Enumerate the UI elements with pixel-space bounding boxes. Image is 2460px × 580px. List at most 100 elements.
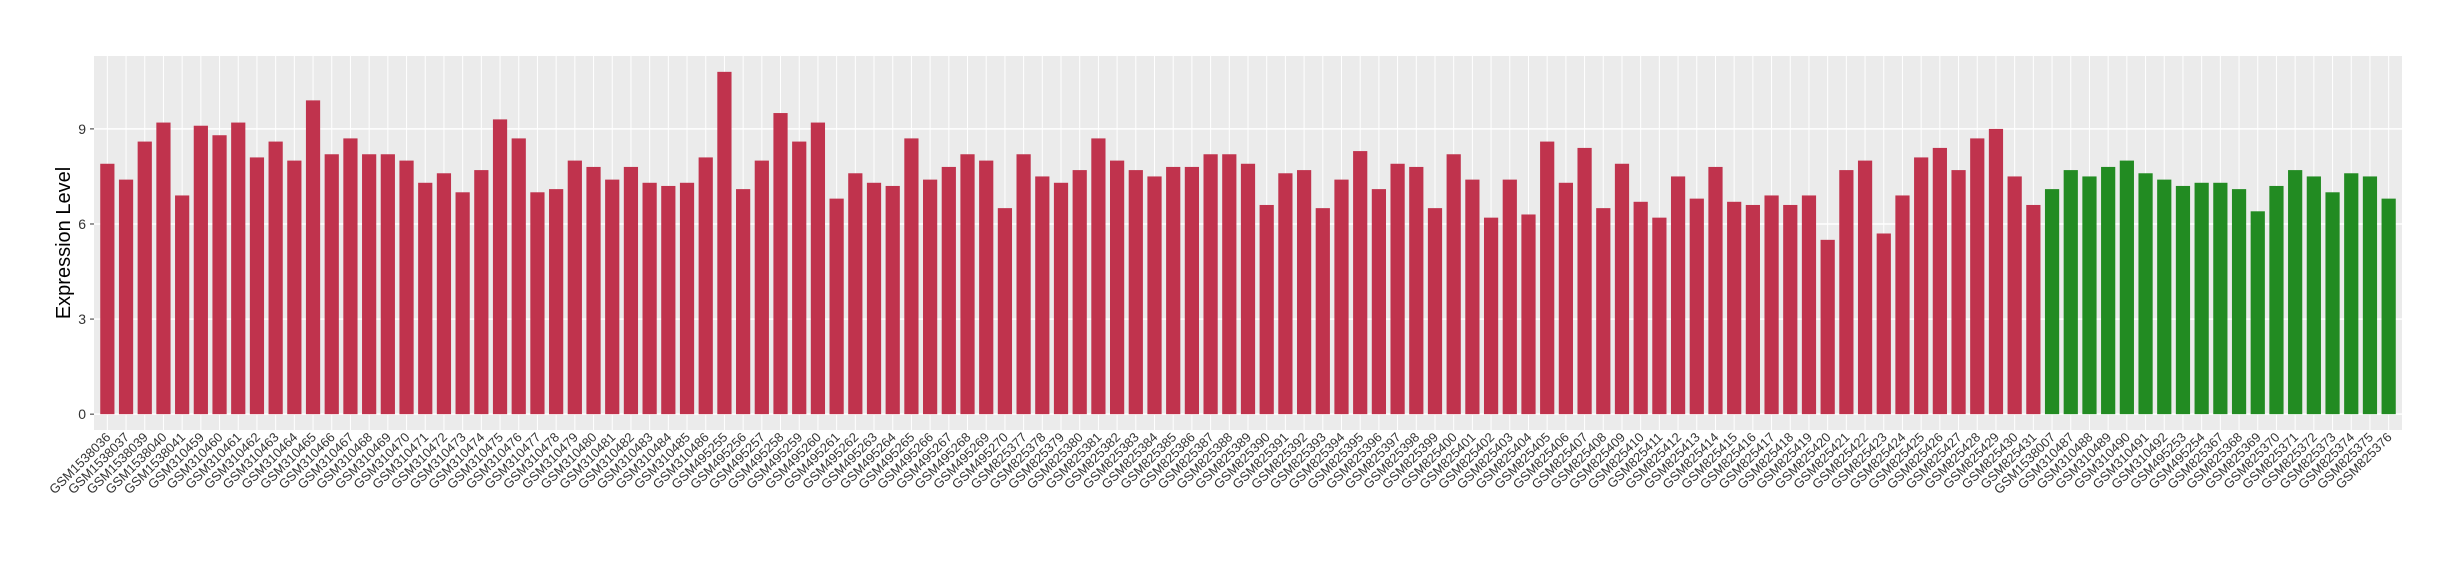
bar [1147, 176, 1162, 415]
bar [1128, 170, 1143, 415]
bar [810, 122, 826, 415]
bar [2250, 211, 2265, 415]
bar [1166, 166, 1181, 415]
bar [661, 185, 676, 415]
bar [2269, 185, 2284, 415]
bar [100, 163, 115, 415]
bar [1876, 233, 1891, 415]
bar [1820, 239, 1835, 415]
bar [1035, 176, 1050, 415]
bar [1689, 198, 1704, 415]
bar [717, 71, 732, 415]
bar [1222, 154, 1237, 415]
bar [848, 173, 863, 415]
bar [1502, 179, 1517, 415]
bar [2063, 170, 2078, 415]
bar [941, 166, 956, 415]
bar [1577, 147, 1592, 415]
bar [866, 182, 882, 415]
bar [362, 154, 377, 415]
bar [118, 179, 134, 415]
bar [1727, 201, 1742, 415]
bar [1184, 166, 1200, 415]
bar [1540, 141, 1555, 415]
bar [2007, 176, 2022, 415]
bar [1016, 154, 1031, 415]
bar [156, 122, 171, 415]
bar [997, 208, 1013, 415]
bar [1072, 170, 1087, 415]
bar [1446, 154, 1461, 415]
bar [1259, 204, 1274, 415]
bar [399, 160, 414, 415]
bar [1801, 195, 1817, 415]
bar [1764, 195, 1779, 415]
bar [436, 173, 452, 415]
bar [2082, 176, 2097, 415]
bar [268, 141, 283, 415]
bar [2175, 185, 2191, 415]
bar [1745, 204, 1760, 415]
bar [1483, 217, 1499, 415]
bar [2325, 192, 2340, 415]
bar [2306, 176, 2321, 415]
bar [2157, 179, 2172, 415]
bar [1091, 138, 1106, 415]
y-tick-label: 3 [78, 311, 86, 327]
bar [324, 154, 339, 415]
bar [2026, 204, 2041, 415]
bar [1053, 182, 1069, 415]
bar [1652, 217, 1667, 415]
bar [175, 195, 190, 415]
bar [2044, 189, 2060, 415]
bar [904, 138, 919, 415]
bar [605, 179, 620, 415]
bar [1951, 170, 1966, 415]
bar [1558, 182, 1573, 415]
bar [642, 182, 657, 415]
bar [305, 100, 321, 415]
bar [960, 154, 975, 415]
y-tick-label: 0 [78, 406, 86, 422]
bar [492, 119, 508, 415]
bar [380, 154, 395, 415]
bar [2344, 173, 2359, 415]
bar [698, 157, 713, 415]
bar [455, 192, 470, 415]
bar [586, 166, 601, 415]
bar [2362, 176, 2378, 415]
bar [549, 189, 564, 415]
y-tick-label: 6 [78, 216, 86, 232]
bar [1278, 173, 1293, 415]
bar [1521, 214, 1536, 415]
bar [287, 160, 302, 415]
bar [2231, 189, 2247, 415]
bar [829, 198, 844, 415]
bar [1390, 163, 1405, 415]
bar [1988, 128, 2004, 415]
bar [1334, 179, 1349, 415]
bar [1895, 195, 1910, 415]
bar [923, 179, 938, 415]
bar [1371, 189, 1386, 415]
bar [2119, 160, 2134, 415]
bar [2381, 198, 2396, 415]
bar [2194, 182, 2209, 415]
bar [792, 141, 807, 415]
bar [343, 138, 358, 415]
bar [1409, 166, 1424, 415]
y-axis-title: Expression Level [53, 167, 75, 319]
bar [1708, 166, 1723, 415]
bar [231, 122, 246, 415]
bar [1783, 204, 1798, 415]
bar [1465, 179, 1480, 415]
bar [1315, 208, 1330, 415]
bar [2213, 182, 2228, 415]
bar [2138, 173, 2153, 415]
bar [1633, 201, 1648, 415]
bar [679, 182, 695, 415]
bar [418, 182, 433, 415]
bar [137, 141, 152, 415]
y-tick-label: 9 [78, 121, 86, 137]
